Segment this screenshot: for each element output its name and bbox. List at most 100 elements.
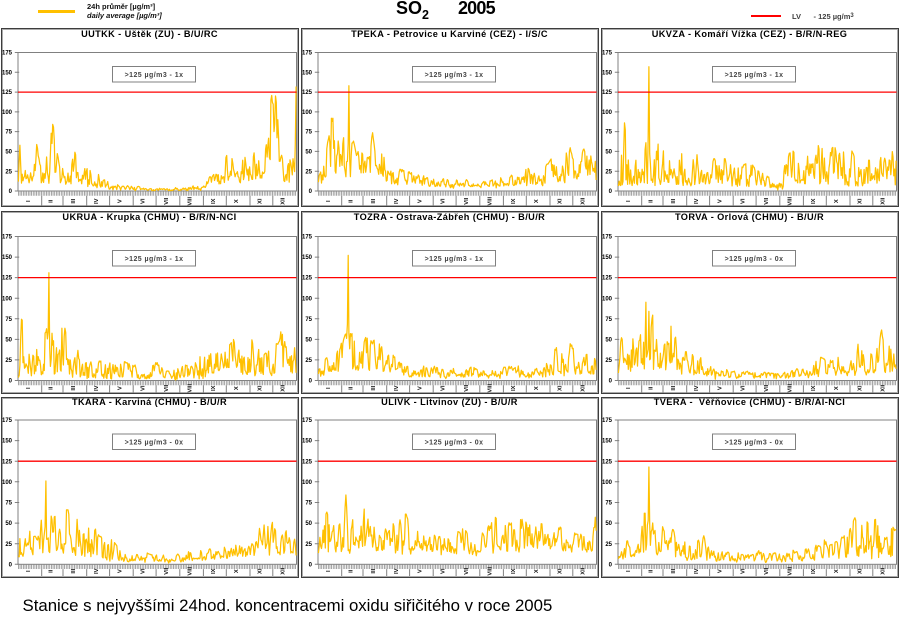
svg-text:0: 0 (309, 562, 313, 568)
svg-text:III: III (671, 568, 677, 573)
svg-text:II: II (48, 199, 54, 203)
svg-text:I: I (326, 200, 332, 202)
svg-text:V: V (417, 569, 423, 573)
svg-text:I: I (626, 570, 632, 572)
svg-text:>125 µg/m3 - 1x: >125 µg/m3 - 1x (725, 72, 784, 79)
svg-text:25: 25 (305, 358, 312, 364)
svg-text:XI: XI (857, 568, 863, 574)
svg-text:IV: IV (94, 385, 100, 391)
svg-text:IV: IV (694, 385, 700, 391)
svg-text:TPEKA - Petrovice u Karviné (Č: TPEKA - Petrovice u Karviné (ČEZ) - I/S/… (351, 30, 548, 39)
svg-text:XII: XII (581, 567, 587, 574)
svg-text:25: 25 (5, 358, 12, 364)
svg-text:175: 175 (302, 418, 313, 424)
svg-text:I: I (26, 570, 32, 572)
svg-text:100: 100 (2, 480, 13, 486)
svg-text:X: X (534, 569, 540, 573)
svg-text:VI: VI (741, 568, 747, 574)
svg-text:I: I (326, 387, 332, 389)
svg-text:175: 175 (2, 50, 13, 56)
svg-text:IV: IV (394, 198, 400, 204)
svg-text:X: X (234, 569, 240, 573)
svg-text:IX: IX (811, 385, 817, 391)
svg-text:50: 50 (605, 337, 612, 343)
svg-text:XI: XI (557, 198, 563, 204)
svg-text:II: II (348, 199, 354, 203)
svg-text:100: 100 (2, 110, 13, 116)
svg-text:100: 100 (602, 480, 613, 486)
svg-text:TOZRA - Ostrava-Zábřeh (ČHMÚ): TOZRA - Ostrava-Zábřeh (ČHMÚ) - B/U/R (354, 213, 545, 222)
svg-text:125: 125 (2, 459, 13, 465)
svg-text:VII: VII (164, 384, 170, 391)
svg-text:50: 50 (305, 149, 312, 155)
svg-text:V: V (717, 569, 723, 573)
svg-text:VI: VI (441, 385, 447, 391)
svg-text:XI: XI (257, 198, 263, 204)
svg-text:II: II (348, 386, 354, 390)
svg-text:I: I (626, 200, 632, 202)
svg-text:VIII: VIII (188, 196, 194, 205)
svg-text:175: 175 (2, 234, 13, 240)
svg-text:150: 150 (602, 439, 613, 445)
svg-text:IX: IX (511, 385, 517, 391)
svg-text:175: 175 (302, 234, 313, 240)
svg-text:XII: XII (881, 197, 887, 204)
svg-text:X: X (834, 569, 840, 573)
svg-text:25: 25 (305, 542, 312, 548)
svg-text:VII: VII (464, 384, 470, 391)
svg-text:XII: XII (281, 197, 287, 204)
svg-text:VIII: VIII (788, 383, 794, 392)
svg-text:150: 150 (302, 439, 313, 445)
svg-text:100: 100 (302, 296, 313, 302)
svg-text:IX: IX (811, 568, 817, 574)
svg-text:VII: VII (764, 384, 770, 391)
svg-text:75: 75 (305, 501, 312, 507)
svg-text:II: II (648, 386, 654, 390)
svg-text:II: II (48, 386, 54, 390)
svg-text:XI: XI (557, 568, 563, 574)
svg-text:150: 150 (602, 255, 613, 261)
svg-text:25: 25 (5, 169, 12, 175)
svg-text:25: 25 (605, 358, 612, 364)
svg-text:X: X (234, 386, 240, 390)
svg-text:150: 150 (2, 439, 13, 445)
svg-text:VIII: VIII (188, 566, 194, 575)
svg-text:75: 75 (605, 129, 612, 135)
svg-text:IV: IV (694, 198, 700, 204)
svg-text:75: 75 (5, 316, 12, 322)
svg-text:XII: XII (581, 384, 587, 391)
svg-text:0: 0 (9, 562, 13, 568)
svg-text:25: 25 (605, 169, 612, 175)
svg-text:>125 µg/m3 - 0x: >125 µg/m3 - 0x (725, 256, 784, 263)
svg-text:>125 µg/m3 - 0x: >125 µg/m3 - 0x (125, 440, 184, 447)
svg-text:I: I (26, 387, 32, 389)
svg-text:0: 0 (9, 189, 13, 195)
svg-text:V: V (717, 386, 723, 390)
svg-text:50: 50 (5, 521, 12, 527)
svg-text:50: 50 (5, 337, 12, 343)
svg-text:100: 100 (302, 110, 313, 116)
svg-text:>125 µg/m3 - 1x: >125 µg/m3 - 1x (125, 256, 184, 263)
svg-text:VIII: VIII (488, 566, 494, 575)
svg-text:II: II (648, 199, 654, 203)
svg-text:X: X (834, 199, 840, 203)
svg-text:III: III (671, 198, 677, 203)
svg-text:XI: XI (857, 385, 863, 391)
svg-text:0: 0 (309, 189, 313, 195)
svg-text:100: 100 (302, 480, 313, 486)
svg-text:X: X (834, 386, 840, 390)
svg-text:0: 0 (309, 378, 313, 384)
svg-text:VII: VII (464, 567, 470, 574)
svg-text:I: I (326, 570, 332, 572)
svg-text:VII: VII (764, 567, 770, 574)
svg-text:X: X (534, 386, 540, 390)
svg-text:V: V (417, 386, 423, 390)
svg-text:VI: VI (441, 198, 447, 204)
svg-text:50: 50 (605, 521, 612, 527)
svg-text:VIII: VIII (488, 383, 494, 392)
svg-text:UKRUA - Krupka (ČHMÚ) - B/R/N-: UKRUA - Krupka (ČHMÚ) - B/R/N-NCI (62, 213, 236, 222)
svg-text:50: 50 (605, 149, 612, 155)
svg-text:III: III (71, 198, 77, 203)
svg-text:VII: VII (164, 197, 170, 204)
svg-text:IV: IV (394, 385, 400, 391)
